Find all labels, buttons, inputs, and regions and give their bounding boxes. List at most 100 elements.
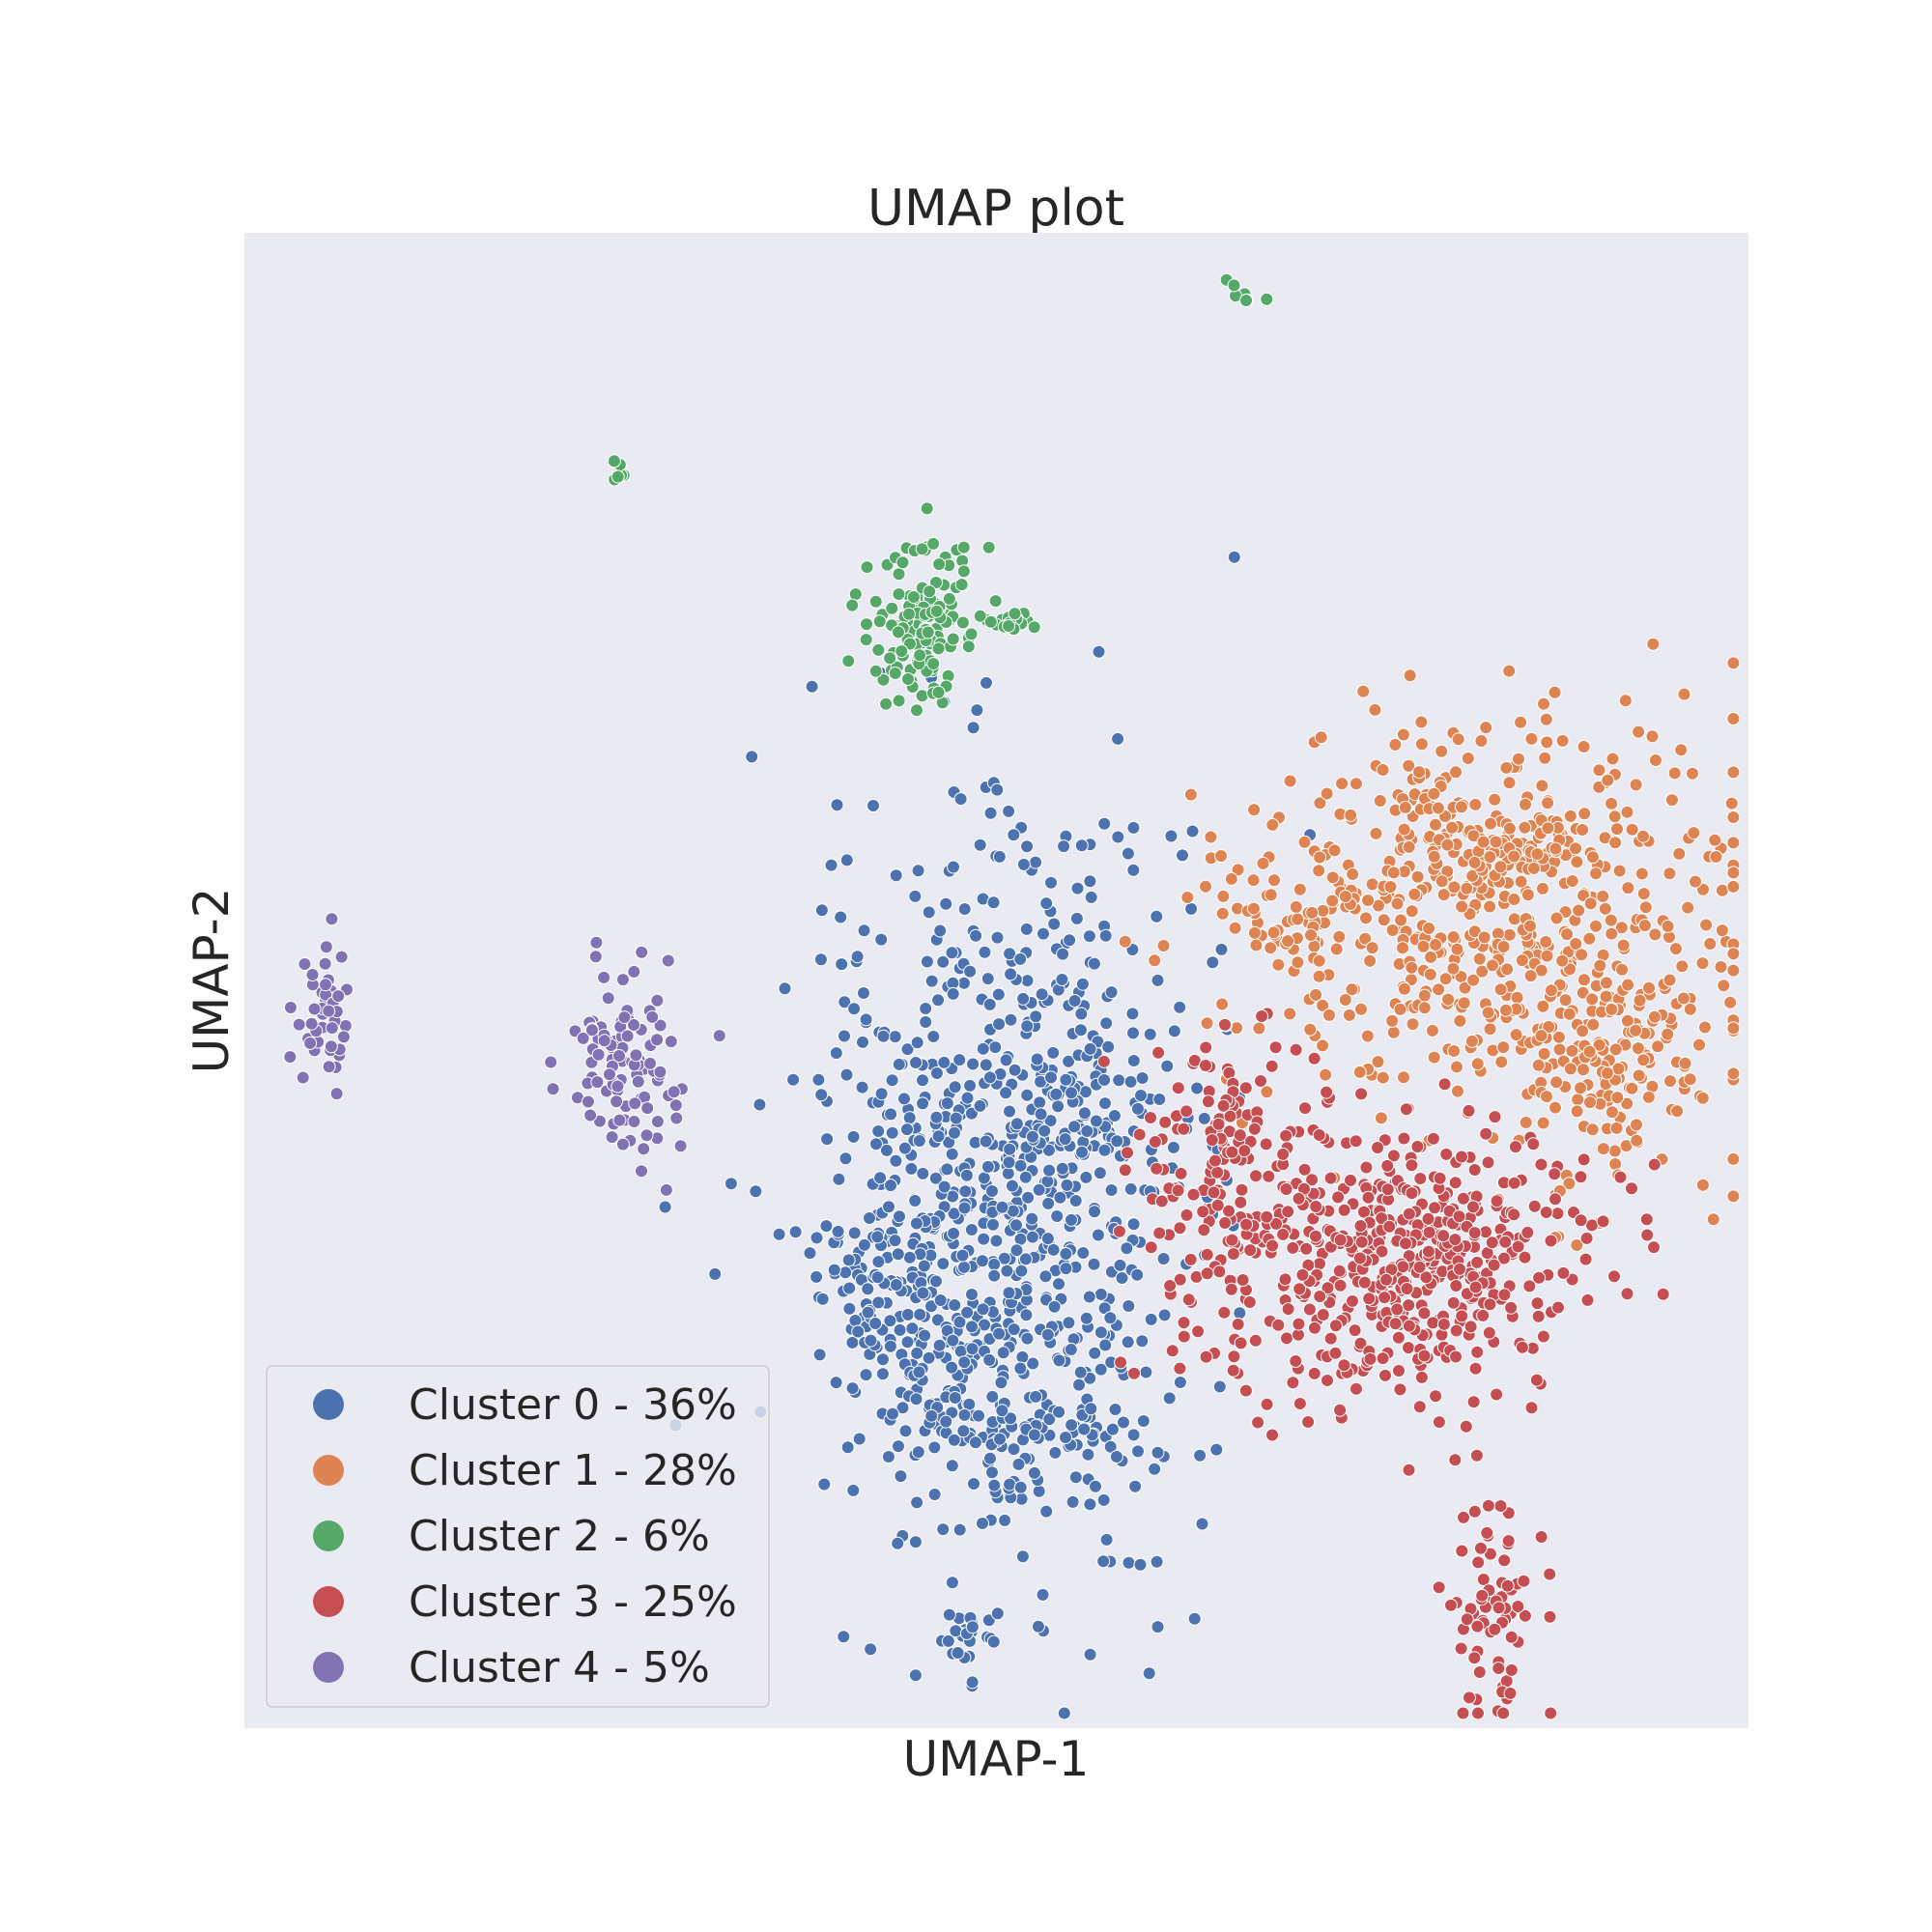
scatter-point (959, 1168, 974, 1182)
scatter-point (1096, 1054, 1111, 1068)
scatter-point (1183, 1252, 1198, 1266)
scatter-point (772, 1227, 786, 1241)
scatter-point (1440, 838, 1455, 852)
scatter-point (1088, 1205, 1101, 1219)
scatter-point (1422, 922, 1436, 935)
scatter-point (650, 1033, 665, 1047)
scatter-point (937, 1055, 952, 1069)
scatter-point (1661, 1027, 1675, 1041)
scatter-point (920, 501, 934, 516)
scatter-point (937, 1179, 952, 1194)
scatter-point (947, 1433, 961, 1447)
scatter-point (615, 973, 630, 987)
scatter-point (1081, 1447, 1095, 1462)
scatter-point (965, 1342, 980, 1356)
scatter-point (1431, 801, 1445, 815)
scatter-point (1479, 721, 1493, 735)
scatter-point (869, 1137, 883, 1151)
scatter-point (1208, 1153, 1222, 1168)
scatter-point (1518, 1250, 1532, 1264)
scatter-point (643, 1056, 657, 1070)
scatter-point (627, 1018, 640, 1032)
scatter-point (1601, 773, 1615, 787)
scatter-point (1686, 766, 1699, 781)
scatter-point (1184, 901, 1199, 916)
scatter-point (1480, 1525, 1494, 1540)
scatter-point (879, 696, 894, 711)
scatter-point (1293, 882, 1307, 896)
scatter-point (1393, 1382, 1407, 1397)
scatter-point (1717, 979, 1731, 993)
scatter-point (1031, 1619, 1045, 1634)
scatter-point (1549, 1075, 1564, 1090)
scatter-point (835, 957, 849, 972)
scatter-point (1271, 957, 1286, 972)
scatter-point (928, 1171, 943, 1185)
scatter-point (1570, 1238, 1584, 1252)
scatter-point (1301, 1415, 1316, 1429)
scatter-point (995, 1200, 1009, 1214)
scatter-point (583, 1108, 598, 1122)
scatter-point (1640, 1228, 1655, 1242)
scatter-point (1042, 1163, 1057, 1178)
scatter-point (1592, 1037, 1606, 1052)
scatter-point (1020, 1019, 1035, 1034)
scatter-point (1176, 848, 1189, 863)
scatter-point (1405, 904, 1419, 919)
scatter-point (1405, 1158, 1419, 1173)
scatter-point (635, 1164, 648, 1179)
scatter-point (1139, 1365, 1153, 1379)
scatter-point (1359, 911, 1373, 925)
scatter-point (1683, 1072, 1697, 1087)
scatter-point (973, 1098, 987, 1113)
scatter-point (1490, 1387, 1504, 1402)
scatter-point (876, 1352, 890, 1367)
scatter-point (1265, 1428, 1279, 1442)
scatter-point (1507, 1176, 1521, 1190)
scatter-point (1537, 696, 1550, 711)
scatter-point (1551, 1030, 1566, 1044)
scatter-point (1201, 1094, 1215, 1109)
scatter-point (1544, 1706, 1558, 1720)
scatter-point (947, 860, 960, 874)
scatter-point (659, 1182, 673, 1197)
scatter-point (1077, 1106, 1092, 1121)
scatter-point (1345, 982, 1359, 997)
scatter-point (1726, 836, 1741, 850)
scatter-point (1463, 1690, 1476, 1705)
scatter-point (1407, 887, 1422, 901)
scatter-point (1278, 1272, 1293, 1287)
scatter-point (1171, 1183, 1185, 1198)
scatter-point (1289, 1354, 1303, 1368)
scatter-point (992, 1326, 1007, 1341)
scatter-point (1323, 1331, 1338, 1346)
scatter-point (1004, 1411, 1018, 1426)
scatter-point (1083, 874, 1097, 889)
scatter-point (838, 1029, 851, 1043)
scatter-point (1029, 855, 1042, 869)
scatter-point (892, 1439, 905, 1454)
scatter-point (1726, 656, 1741, 670)
scatter-point (961, 639, 976, 654)
scatter-point (1131, 1444, 1145, 1459)
scatter-point (1393, 1002, 1407, 1016)
scatter-point (1225, 1145, 1239, 1159)
scatter-point (948, 1391, 962, 1405)
scatter-point (1148, 953, 1162, 968)
scatter-point (322, 1004, 336, 1018)
scatter-point (1353, 1336, 1368, 1350)
scatter-point (902, 1111, 917, 1125)
scatter-point (1157, 1308, 1172, 1322)
scatter-point (1541, 796, 1555, 810)
scatter-point (1664, 793, 1679, 808)
scatter-point (910, 1036, 924, 1050)
scatter-point (1574, 1081, 1588, 1095)
scatter-point (1703, 937, 1718, 951)
scatter-point (1448, 1233, 1463, 1247)
scatter-point (1467, 924, 1482, 939)
scatter-point (1173, 1361, 1187, 1376)
scatter-point (1374, 1111, 1388, 1125)
scatter-point (1589, 867, 1603, 881)
scatter-point (1104, 1183, 1119, 1197)
scatter-point (897, 1092, 911, 1106)
